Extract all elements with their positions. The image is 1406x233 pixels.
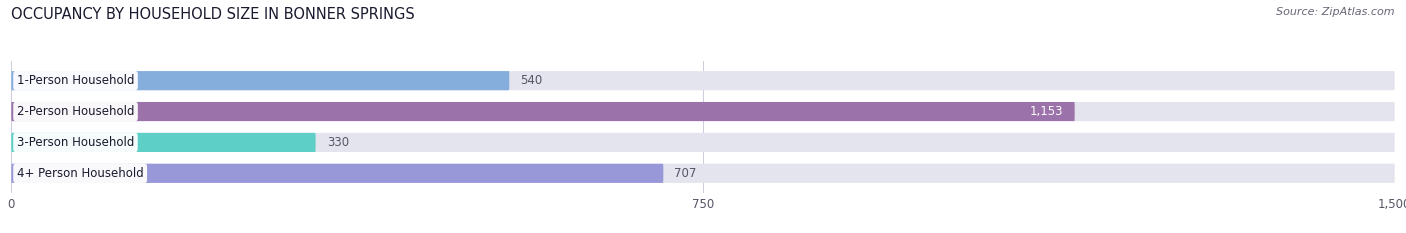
FancyBboxPatch shape xyxy=(11,133,1395,152)
FancyBboxPatch shape xyxy=(11,164,664,183)
FancyBboxPatch shape xyxy=(11,71,509,90)
Text: 4+ Person Household: 4+ Person Household xyxy=(17,167,143,180)
FancyBboxPatch shape xyxy=(11,71,1395,90)
Text: 1-Person Household: 1-Person Household xyxy=(17,74,135,87)
FancyBboxPatch shape xyxy=(11,102,1074,121)
Text: 1,153: 1,153 xyxy=(1031,105,1063,118)
Text: 3-Person Household: 3-Person Household xyxy=(17,136,134,149)
FancyBboxPatch shape xyxy=(11,102,1395,121)
Text: 330: 330 xyxy=(326,136,349,149)
Text: Source: ZipAtlas.com: Source: ZipAtlas.com xyxy=(1277,7,1395,17)
FancyBboxPatch shape xyxy=(11,164,1395,183)
FancyBboxPatch shape xyxy=(11,133,315,152)
Text: OCCUPANCY BY HOUSEHOLD SIZE IN BONNER SPRINGS: OCCUPANCY BY HOUSEHOLD SIZE IN BONNER SP… xyxy=(11,7,415,22)
Text: 540: 540 xyxy=(520,74,543,87)
Text: 707: 707 xyxy=(675,167,697,180)
Text: 2-Person Household: 2-Person Household xyxy=(17,105,135,118)
